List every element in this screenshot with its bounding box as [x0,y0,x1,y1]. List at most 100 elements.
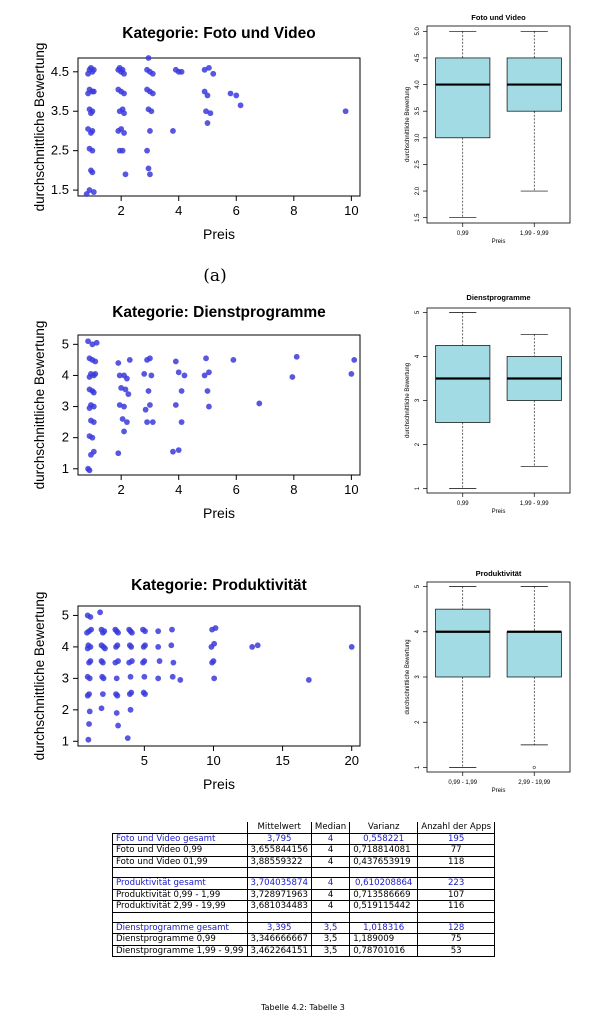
x-axis-label: Preis [492,788,506,794]
boxplot-foto-video: Foto und Video 1.5 2.0 2.5 3.0 3.5 4.0 4.5 5.0 du… [405,13,571,245]
table-row: Dienstprogramme gesamt 3,395 3,5 1,018316 12… [112,921,496,934]
column-header [113,822,248,833]
table-cell: 3,655844156 [246,844,312,857]
data-point [89,434,96,441]
x-tick-label: 2,99 - 19,99 [518,780,551,786]
y-tick-label: 5 [415,584,421,588]
data-point [86,467,93,474]
table-cell [246,911,312,923]
table-cell: 3,5 [310,944,351,957]
table-cell: 4 [310,844,351,857]
y-tick-label: 3 [415,675,421,679]
table-cell: 116 [417,900,496,913]
row-label: Produktivität gesamt [112,877,248,890]
y-tick-label: 1 [62,461,69,476]
data-point [122,386,129,393]
subfigure-label: (a) [203,266,227,286]
data-point [121,130,127,136]
y-tick-label: 1 [415,765,421,769]
table-cell: 128 [417,921,496,934]
y-tick-label: 2 [415,442,421,446]
table-cell: 3,704035874 [246,877,312,890]
data-point [142,406,149,413]
data-point [141,673,148,680]
chart-title: Kategorie: Produktivität [131,577,307,594]
row-label: Produktivität 2,99 - 19,99 [112,900,248,913]
data-point [121,403,127,410]
y-tick-label: 4 [415,629,421,633]
data-point [98,705,105,712]
data-point [170,659,177,666]
data-point [113,675,120,682]
data-point [147,128,153,134]
data-point [128,689,135,696]
y-tick-label: 4 [62,639,69,654]
data-point [88,130,94,136]
data-point [90,419,97,426]
column-header: Mittelwert [246,822,312,834]
data-point [147,402,153,408]
data-point [211,640,218,647]
data-point [125,391,132,398]
data-point [115,450,122,457]
data-point [141,370,148,377]
table-cell: 4 [310,855,351,868]
scatter-foto-video: Kategorie: Foto und Video 2 4 6 8 10 1.5 2.5 3.5… [32,25,361,242]
data-point [84,692,91,699]
table-cell: 1,018316 [349,921,419,934]
x-tick-label: 1,99 - 9,99 [520,231,549,237]
table-row: Foto und Video gesamt 3,795 4 0,558221 195 [112,832,496,845]
data-point [114,642,121,649]
data-point [86,708,93,715]
data-point [204,388,211,394]
y-tick-label: 3 [62,670,69,685]
y-tick-label: 5.0 [415,26,421,35]
data-point [121,110,127,117]
x-tick-label: 0,99 [457,501,469,507]
data-point [351,356,358,363]
data-point [121,90,127,97]
box [435,345,491,423]
data-point [85,70,91,77]
data-point [124,735,131,742]
data-point [88,451,94,458]
data-point [168,642,175,649]
box [435,57,491,139]
y-tick-label: 4 [62,367,69,382]
data-point [170,448,176,455]
boxplot-title: Foto und Video [471,13,526,22]
data-point [99,691,106,697]
y-tick-label: 2.0 [415,186,421,195]
y-tick-label: 4.5 [415,53,421,62]
data-point [84,645,91,652]
table-cell: 0,519115442 [349,900,419,913]
table-cell: 4 [310,888,351,901]
data-point [124,375,130,382]
row-label: Foto und Video gesamt [112,832,248,845]
table-row [112,867,496,878]
table-cell: 75 [417,933,496,946]
table-body: Foto und Video gesamt 3,795 4 0,558221 195 Fo… [112,832,496,957]
data-point [90,189,97,195]
row-label: Produktivität 0,99 - 1,99 [112,888,248,901]
row-label [112,911,248,923]
row-label: Dienstprogramme gesamt [112,921,248,934]
data-point [149,419,156,426]
data-point [119,416,126,422]
data-point [129,629,135,636]
data-point [147,355,153,362]
table-row: Produktivität gesamt 3,704035874 4 0,610208… [112,877,496,890]
data-point [119,66,126,73]
data-point [230,356,237,363]
table-row: Dienstprogramme 1,99 - 9,99 3,462264151 3,… [112,944,496,957]
table-row: Foto und Video 01,99 3,88559322 4 0,4376539… [112,855,496,868]
table-cell [246,867,312,878]
data-point [85,338,91,345]
table-cell: 3,5 [310,921,351,934]
table-cell [310,911,351,923]
data-point [86,675,93,682]
data-point [115,722,121,729]
x-tick-label: 10 [206,753,220,768]
data-point [89,169,96,176]
data-point [127,673,134,680]
